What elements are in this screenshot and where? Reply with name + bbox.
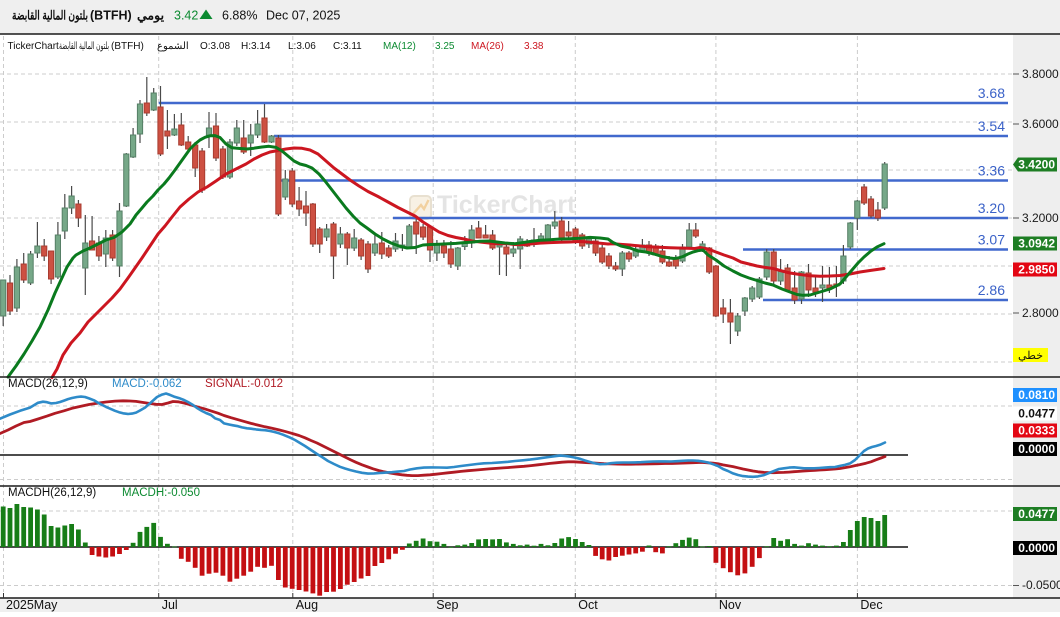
svg-text:MA(26): MA(26) [471,41,504,52]
svg-text:0.0000: 0.0000 [1018,541,1055,555]
svg-text:3.0942: 3.0942 [1018,237,1055,251]
svg-text:Jul: Jul [162,598,178,612]
svg-text:0.0477: 0.0477 [1018,407,1055,421]
svg-text:3.07: 3.07 [978,232,1005,248]
svg-text:C:3.11: C:3.11 [333,41,362,52]
svg-text:Sep: Sep [436,598,458,612]
svg-text:Nov: Nov [719,598,742,612]
svg-text:بلتون المالية القابضة: بلتون المالية القابضة [59,41,109,52]
svg-text:3.36: 3.36 [978,163,1005,179]
svg-text:6.88%: 6.88% [222,9,257,23]
svg-text:TickerChart: TickerChart [8,41,60,52]
svg-text:3.38: 3.38 [524,41,544,52]
svg-text:O:3.08: O:3.08 [200,41,230,52]
svg-text:(BTFH): (BTFH) [90,9,132,23]
svg-text:3.54: 3.54 [978,118,1005,134]
svg-text:SIGNAL:-0.012: SIGNAL:-0.012 [205,378,283,390]
svg-text:3.25: 3.25 [435,41,455,52]
svg-text:0.0000: 0.0000 [1018,442,1055,456]
svg-text:-0.0500: -0.0500 [1022,578,1060,592]
svg-text:Dec: Dec [860,598,882,612]
svg-text:3.20: 3.20 [978,200,1005,216]
svg-text:3.2000: 3.2000 [1022,211,1059,225]
svg-text:Aug: Aug [296,598,318,612]
svg-text:0.0333: 0.0333 [1018,424,1055,438]
svg-text:MACD:-0.062: MACD:-0.062 [112,378,182,390]
svg-text:بلتون المالية القابضة: بلتون المالية القابضة [12,9,88,24]
svg-text:MACD(26,12,9): MACD(26,12,9) [8,378,88,390]
svg-text:الشموع: الشموع [157,41,189,52]
svg-text:2.9850: 2.9850 [1018,263,1055,277]
svg-text:يومي: يومي [137,9,165,24]
svg-text:2.8000: 2.8000 [1022,306,1059,320]
svg-text:TickerChart: TickerChart [437,191,576,219]
svg-text:2025May: 2025May [6,598,58,612]
svg-text:0.0810: 0.0810 [1018,388,1055,402]
svg-text:MA(12): MA(12) [383,41,416,52]
svg-text:(BTFH): (BTFH) [111,41,144,52]
svg-text:3.68: 3.68 [978,85,1005,101]
svg-text:3.4200: 3.4200 [1018,158,1055,172]
svg-text:3.42: 3.42 [174,9,198,23]
svg-text:MACDH:-0.050: MACDH:-0.050 [122,487,200,499]
svg-text:0.0477: 0.0477 [1018,507,1055,521]
svg-text:2.86: 2.86 [978,282,1005,298]
svg-text:MACDH(26,12,9): MACDH(26,12,9) [8,487,96,499]
svg-text:3.6000: 3.6000 [1022,117,1059,131]
svg-text:خطي: خطي [1018,350,1043,362]
svg-text:H:3.14: H:3.14 [241,41,271,52]
svg-text:Oct: Oct [578,598,598,612]
svg-text:L:3.06: L:3.06 [288,41,316,52]
svg-text:3.8000: 3.8000 [1022,67,1059,81]
svg-text:Dec 07, 2025: Dec 07, 2025 [266,9,340,23]
